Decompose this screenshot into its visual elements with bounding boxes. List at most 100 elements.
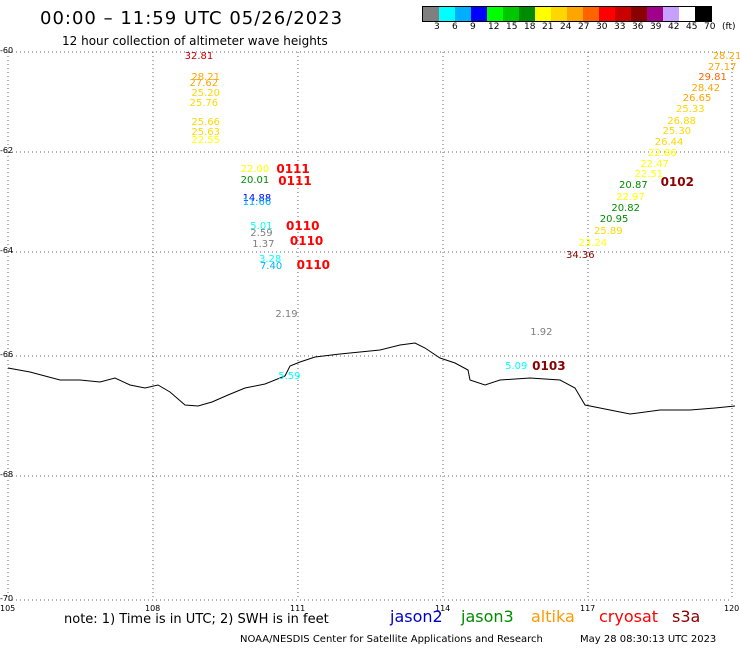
colorbar-swatch (679, 7, 695, 21)
colorbar-label: 42 (668, 22, 680, 32)
colorbar-swatch (455, 7, 471, 21)
pass-time-label: 0110 (289, 234, 324, 249)
lon-tick-label: 108 (145, 604, 161, 613)
pass-time-label: 0103 (532, 359, 566, 373)
wave-height-value: 1.37 (252, 238, 275, 250)
graticule (7, 51, 733, 601)
lon-tick-label: 117 (580, 604, 596, 613)
lon-tick-label: 120 (724, 604, 740, 613)
credit-line: NOAA/NESDIS Center for Satellite Applica… (240, 634, 543, 645)
colorbar-label: 70 (704, 22, 716, 32)
wave-height-value: 20.95 (599, 213, 629, 225)
lat-tick-label: -64 (0, 246, 14, 255)
colorbar-swatch (663, 7, 679, 21)
generated-timestamp: May 28 08:30:13 UTC 2023 (580, 634, 717, 645)
wave-height-value: 26.44 (654, 136, 684, 148)
colorbar-labels: 3 6 9 12 15 18 21 24 27 30 33 36 39 42 45 70 (ft) (422, 22, 740, 34)
legend-jason3: jason3 (461, 607, 514, 626)
colorbar-swatch (567, 7, 583, 21)
colorbar-swatch (599, 7, 615, 21)
colorbar-swatch (695, 7, 711, 21)
wave-height-value: 25.33 (676, 104, 705, 116)
wave-height-value: 2.19 (275, 309, 298, 321)
colorbar-swatch (615, 7, 631, 21)
wave-height-value: 27.62 (189, 77, 219, 89)
colorbar-swatch (647, 7, 663, 21)
wave-height-value: 28.21 (191, 72, 221, 84)
wave-height-value: 26.65 (682, 93, 712, 105)
wave-height-value: 22.55 (191, 134, 221, 146)
colorbar-swatch (503, 7, 519, 21)
colorbar-label: 18 (524, 22, 536, 32)
wave-height-value: 27.17 (707, 62, 737, 74)
wave-height-value: 22.86 (648, 147, 677, 159)
pass-time-label: 0111 (278, 173, 312, 188)
wave-height-value: 22.97 (616, 191, 645, 203)
colorbar-swatch (551, 7, 567, 21)
colorbar-swatch (487, 7, 503, 21)
map-subtitle: 12 hour collection of altimeter wave hei… (62, 34, 328, 48)
colorbar-label: 15 (506, 22, 518, 32)
lon-tick-label: 111 (290, 604, 306, 613)
pass-time-label: 0111 (276, 161, 310, 176)
colorbar-label: 3 (434, 22, 440, 32)
colorbar-label: 45 (686, 22, 698, 32)
colorbar-label: 39 (650, 22, 662, 32)
wave-height-value: 28.21 (712, 51, 740, 63)
wave-height-value: 3.28 (258, 254, 282, 266)
colorbar-swatch (583, 7, 599, 21)
wave-height-value: 22.51 (634, 168, 664, 180)
colorbar-swatch (519, 7, 535, 21)
wave-height-value: 7.40 (259, 260, 283, 272)
wave-height-value: 25.20 (191, 87, 221, 99)
colorbar-label: 12 (488, 22, 500, 32)
wave-height-value: 22.00 (240, 163, 270, 175)
colorbar-label: 33 (614, 22, 626, 32)
colorbar-label: 21 (542, 22, 554, 32)
wave-height-value: 28.42 (691, 83, 721, 95)
legend-cryosat: cryosat (599, 607, 659, 626)
wave-height-value: 32.81 (184, 51, 214, 63)
colorbar-label: (ft) (722, 22, 736, 32)
pass-time-label: 0110 (296, 257, 331, 272)
wave-height-value: 25.76 (189, 97, 219, 109)
colorbar-swatch (631, 7, 647, 21)
wave-height-value: 26.88 (667, 116, 696, 128)
colorbar-swatch (439, 7, 455, 21)
colorbar-label: 27 (578, 22, 590, 32)
wave-height-value: 2.59 (250, 228, 273, 240)
lat-tick-label: -60 (0, 46, 14, 55)
wave-height-value: 20.01 (240, 174, 270, 186)
antarctic-coastline (7, 342, 736, 415)
lon-tick-label: 105 (0, 604, 16, 613)
lat-tick-label: -68 (0, 470, 14, 479)
wave-height-value: 5.09 (505, 361, 528, 373)
legend-jason2: jason2 (390, 607, 443, 626)
wave-height-value: 5.01 (250, 221, 273, 233)
wave-height-value: 14.88 (242, 192, 272, 204)
wave-height-value: 20.82 (611, 202, 640, 214)
wave-height-value: 25.63 (191, 127, 221, 139)
legend-altika: altika (531, 607, 575, 626)
colorbar-swatch (471, 7, 487, 21)
colorbar-label: 24 (560, 22, 572, 32)
wave-height-value: 23.24 (578, 237, 608, 249)
pass-time-label: 0102 (660, 174, 694, 189)
pass-time-label: 0110 (286, 218, 320, 233)
wave-height-value: 29.81 (698, 72, 727, 84)
wave-height-colorbar (422, 6, 712, 22)
wave-height-value: 20.87 (619, 179, 648, 191)
colorbar-label: 6 (452, 22, 458, 32)
wave-height-value: 5.59 (278, 370, 301, 382)
colorbar-swatch (535, 7, 551, 21)
wave-height-value: 25.66 (191, 117, 221, 129)
footer-note: note: 1) Time is in UTC; 2) SWH is in fe… (64, 612, 329, 627)
wave-height-value: 25.30 (662, 126, 692, 137)
colorbar-label: 9 (470, 22, 476, 32)
lat-tick-label: -70 (0, 594, 14, 603)
colorbar-swatch (423, 7, 439, 21)
lon-tick-label: 114 (435, 604, 451, 613)
lat-tick-label: -62 (0, 146, 14, 155)
colorbar-label: 30 (596, 22, 608, 32)
